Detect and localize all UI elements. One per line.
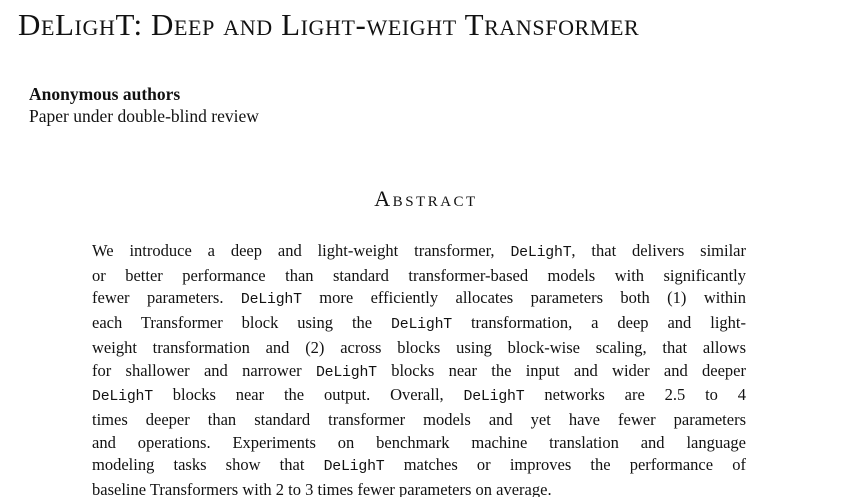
abstract-heading: Abstract xyxy=(374,186,478,211)
text-segment: blocks near the input and wider and deep… xyxy=(376,360,746,380)
abstract-line: times deeper than standard transformer m… xyxy=(92,409,746,432)
text-segment: fewer parameters. xyxy=(92,288,241,308)
code-token: DeLighT xyxy=(92,389,153,406)
code-token: DeLighT xyxy=(240,292,302,309)
text-segment: or better performance than standard tran… xyxy=(92,265,746,285)
text-segment: times deeper than standard transformer m… xyxy=(92,409,746,429)
code-token: DeLighT xyxy=(463,389,525,406)
code-token: DeLighT xyxy=(510,245,572,261)
abstract-line: or better performance than standard tran… xyxy=(92,265,746,288)
text-segment: , that delivers similar xyxy=(571,241,746,260)
code-token: DeLighT xyxy=(323,459,385,476)
text-segment: weight transformation and (2) across blo… xyxy=(92,337,746,357)
abstract-line: baseline Transformers with 2 to 3 times … xyxy=(92,479,746,497)
text-segment: We introduce a deep and light-weight tra… xyxy=(92,241,511,260)
abstract-line: DeLighT blocks near the output. Overall,… xyxy=(92,384,746,409)
abstract-line: weight transformation and (2) across blo… xyxy=(92,337,746,360)
abstract-line: We introduce a deep and light-weight tra… xyxy=(92,240,746,265)
text-segment: more efficiently allocates parameters bo… xyxy=(301,288,746,308)
text-segment: networks are 2.5 to 4 xyxy=(524,385,747,405)
text-segment: each Transformer block using the xyxy=(92,313,392,333)
text-segment: matches or improves the performance of xyxy=(384,455,746,475)
text-segment: modeling tasks show that xyxy=(92,455,324,475)
abstract-line: fewer parameters. DeLighT more efficient… xyxy=(92,287,746,312)
text-segment: for shallower and narrower xyxy=(92,360,316,380)
review-note: Paper under double-blind review xyxy=(29,106,259,126)
text-segment: and operations. Experiments on benchmark… xyxy=(92,432,746,452)
author-name: Anonymous authors xyxy=(29,84,181,104)
text-segment: baseline Transformers with 2 to 3 times … xyxy=(92,480,552,497)
code-token: DeLighT xyxy=(391,317,453,334)
text-segment: blocks near the output. Overall, xyxy=(152,385,464,405)
abstract-body: We introduce a deep and light-weight tra… xyxy=(92,240,746,497)
text-segment: transformation, a deep and light- xyxy=(452,313,746,333)
abstract-line: each Transformer block using the DeLighT… xyxy=(92,312,746,337)
author-block: Anonymous authors Paper under double-bli… xyxy=(29,83,259,127)
code-token: DeLighT xyxy=(315,364,377,381)
abstract-line: for shallower and narrower DeLighT block… xyxy=(92,360,746,385)
abstract-line: modeling tasks show that DeLighT matches… xyxy=(92,454,746,479)
abstract-line: and operations. Experiments on benchmark… xyxy=(92,432,746,455)
paper-title: DeLighT: Deep and Light-weight Transform… xyxy=(18,7,640,42)
